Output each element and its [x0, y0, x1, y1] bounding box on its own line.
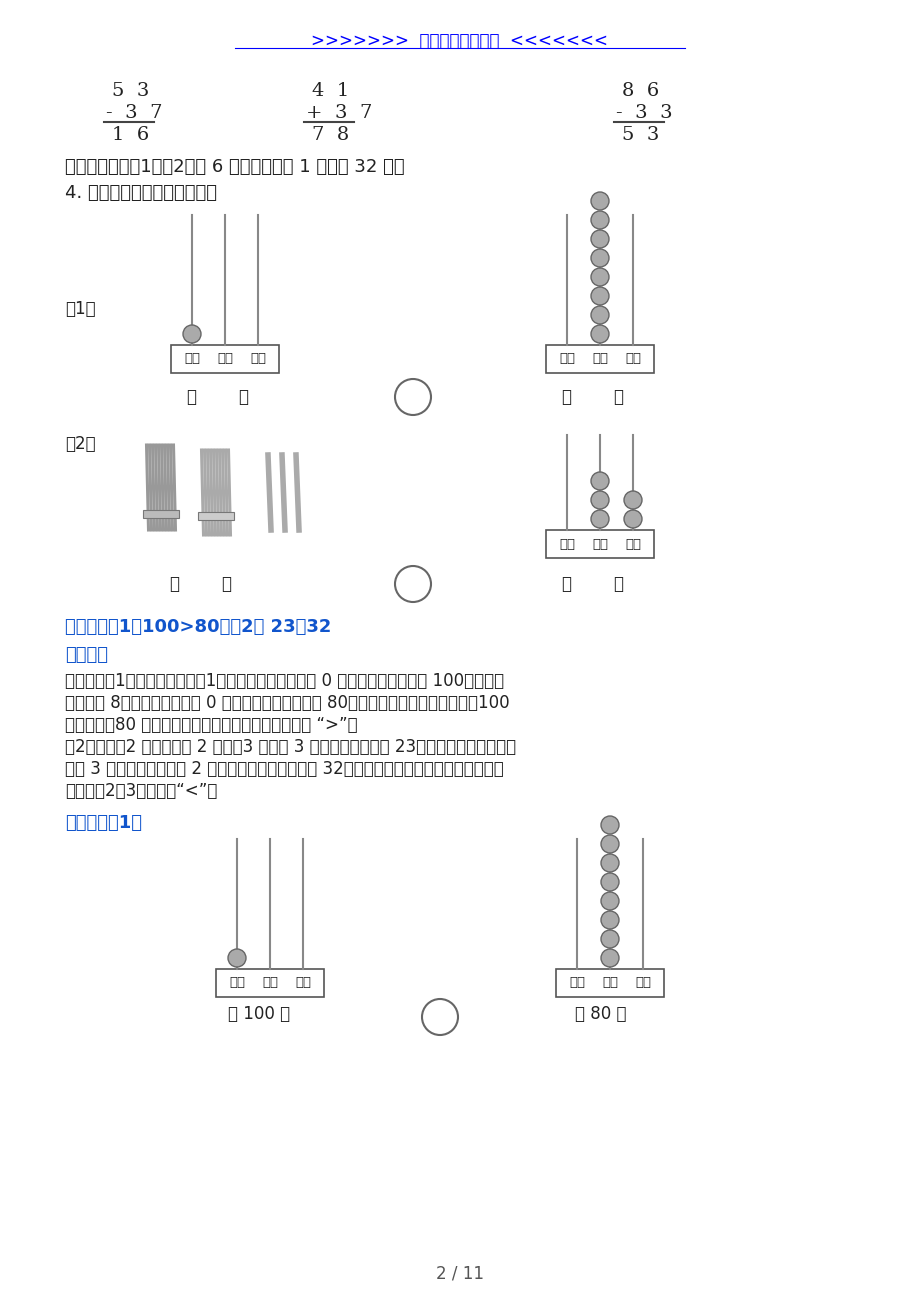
- Text: 十位: 十位: [262, 976, 278, 990]
- Text: 三、填空。（第1和第2每题 6 分，其它每空 1 分，共 32 分）: 三、填空。（第1和第2每题 6 分，其它每空 1 分，共 32 分）: [65, 158, 404, 176]
- Bar: [545, 530, 653, 559]
- Circle shape: [590, 306, 608, 324]
- Text: （        ）: （ ）: [562, 388, 623, 406]
- Text: 5  3: 5 3: [112, 82, 149, 100]
- Circle shape: [590, 326, 608, 342]
- Text: 【分析】（1）图一：百位上是1，其它数位上没有数用 0 占位，因此这个数是 100，图二：: 【分析】（1）图一：百位上是1，其它数位上没有数用 0 占位，因此这个数是 10…: [65, 672, 504, 690]
- Text: （        ）: （ ）: [562, 575, 623, 592]
- Text: 十位: 十位: [591, 538, 607, 551]
- Text: 【答案】（1）100>80；（2） 23＜32: 【答案】（1）100>80；（2） 23＜32: [65, 618, 331, 635]
- Circle shape: [600, 911, 618, 930]
- Circle shape: [590, 211, 608, 229]
- Text: 十位上是 8，个位上没有数用 0 占位，因此这个数就是 80，直接比较数位的多少即可，100: 十位上是 8，个位上没有数用 0 占位，因此这个数就是 80，直接比较数位的多少…: [65, 694, 509, 712]
- Text: 个位: 个位: [295, 976, 311, 990]
- Text: 百位: 百位: [568, 976, 584, 990]
- Text: 是三位数，80 是两位数，三位数大于两位数，因此填 “>”；: 是三位数，80 是两位数，三位数大于两位数，因此填 “>”；: [65, 716, 357, 734]
- Text: 5  3: 5 3: [621, 126, 659, 145]
- Circle shape: [590, 249, 608, 267]
- Text: 4  1: 4 1: [312, 82, 349, 100]
- Text: -  3  3: - 3 3: [616, 104, 672, 122]
- Text: 8  6: 8 6: [621, 82, 659, 100]
- Text: 上有 3 颗珠子，个位上有 2 颗珠子，因此这个数就是 32，直接比较最高位上数的大小即可，: 上有 3 颗珠子，个位上有 2 颗珠子，因此这个数就是 32，直接比较最高位上数…: [65, 760, 504, 779]
- Circle shape: [623, 491, 641, 509]
- Circle shape: [590, 191, 608, 210]
- Circle shape: [623, 510, 641, 529]
- Text: （ 100 ）: （ 100 ）: [228, 1005, 289, 1023]
- Text: -  3  7: - 3 7: [106, 104, 163, 122]
- Text: 十位: 十位: [217, 353, 233, 366]
- Text: 4. 看图填数，并比一比大小。: 4. 看图填数，并比一比大小。: [65, 184, 217, 202]
- Text: 百位: 百位: [559, 353, 574, 366]
- Circle shape: [422, 999, 458, 1035]
- Bar: [142, 510, 179, 518]
- Circle shape: [600, 874, 618, 891]
- Text: （2）: （2）: [65, 435, 96, 453]
- Circle shape: [590, 510, 608, 529]
- Text: （ 80 ）: （ 80 ）: [574, 1005, 626, 1023]
- Text: >>>>>>>  历年考试真题汇总  <<<<<<<: >>>>>>> 历年考试真题汇总 <<<<<<<: [312, 33, 607, 49]
- Circle shape: [228, 949, 245, 967]
- Text: 个位: 个位: [250, 353, 266, 366]
- Text: 百位: 百位: [184, 353, 199, 366]
- Circle shape: [600, 930, 618, 948]
- Circle shape: [600, 949, 618, 967]
- Text: 十位上的2＜3，因此填“<”。: 十位上的2＜3，因此填“<”。: [65, 783, 217, 799]
- Text: 百位: 百位: [229, 976, 244, 990]
- Bar: [171, 345, 278, 372]
- Text: 个位: 个位: [624, 353, 641, 366]
- Circle shape: [600, 835, 618, 853]
- Text: 个位: 个位: [624, 538, 641, 551]
- Circle shape: [183, 326, 200, 342]
- Circle shape: [590, 491, 608, 509]
- Circle shape: [590, 473, 608, 490]
- Circle shape: [590, 286, 608, 305]
- Circle shape: [600, 892, 618, 910]
- Text: 7  8: 7 8: [312, 126, 349, 145]
- Bar: [216, 969, 323, 997]
- Circle shape: [590, 230, 608, 247]
- Text: （        ）: （ ）: [187, 388, 249, 406]
- Text: 个位: 个位: [634, 976, 651, 990]
- Circle shape: [600, 854, 618, 872]
- Text: 2 / 11: 2 / 11: [436, 1266, 483, 1282]
- Text: 1  6: 1 6: [112, 126, 149, 145]
- Text: +  3  7: + 3 7: [306, 104, 372, 122]
- Bar: [555, 969, 664, 997]
- Bar: [545, 345, 653, 372]
- Text: 十位: 十位: [591, 353, 607, 366]
- Circle shape: [394, 379, 430, 415]
- Text: （1）: （1）: [65, 299, 96, 318]
- Bar: [198, 512, 233, 519]
- Text: 【详解】（1）: 【详解】（1）: [65, 814, 142, 832]
- Text: 【解析】: 【解析】: [65, 646, 108, 664]
- Text: 百位: 百位: [559, 538, 574, 551]
- Text: 十位: 十位: [601, 976, 618, 990]
- Circle shape: [600, 816, 618, 835]
- Circle shape: [590, 268, 608, 286]
- Text: （        ）: （ ）: [170, 575, 232, 592]
- Text: >: >: [431, 1008, 448, 1026]
- Text: （2）图一：2 捆小棒表示 2 个十，3 根表示 3 个一，合起来就是 23；图二：计数器上十位: （2）图一：2 捆小棒表示 2 个十，3 根表示 3 个一，合起来就是 23；图…: [65, 738, 516, 756]
- Circle shape: [394, 566, 430, 602]
